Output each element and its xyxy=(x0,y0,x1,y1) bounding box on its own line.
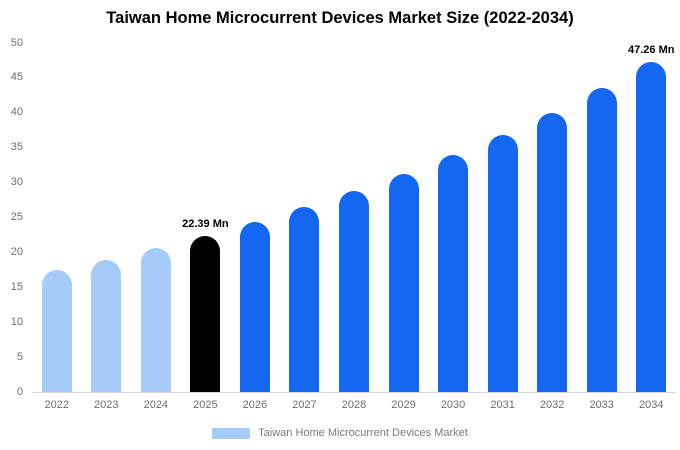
x-tick-label: 2031 xyxy=(490,399,515,411)
bar-2032 xyxy=(537,112,568,392)
bar-2029 xyxy=(388,174,419,392)
x-tick-label: 2025 xyxy=(193,399,218,411)
y-tick-label: 40 xyxy=(10,106,23,119)
bar-2031 xyxy=(487,134,518,392)
bar-2024 xyxy=(140,248,171,392)
x-tick-label: 2032 xyxy=(539,399,565,411)
bar-2033 xyxy=(586,88,617,392)
data-label: 22.39 Mn xyxy=(182,217,229,230)
x-tick-label: 2033 xyxy=(589,399,614,411)
x-tick-label: 2026 xyxy=(242,399,268,411)
plot-area: 22.39 Mn 47.26 Mn xyxy=(32,43,676,393)
bar-2022 xyxy=(41,270,72,392)
y-axis-labels: 0 5 10 15 20 25 30 35 40 45 50 xyxy=(0,37,26,398)
y-tick-label: 45 xyxy=(10,71,23,84)
bar-2027 xyxy=(289,207,320,392)
y-tick-label: 15 xyxy=(10,280,23,293)
x-tick-label: 2022 xyxy=(44,399,69,411)
x-tick-label: 2028 xyxy=(341,399,367,411)
bar-2028 xyxy=(339,191,369,392)
x-tick-label: 2030 xyxy=(440,399,466,411)
x-tick-label: 2023 xyxy=(94,399,119,411)
y-tick-label: 0 xyxy=(16,385,23,398)
data-label: 47.26 Mn xyxy=(627,44,675,57)
y-tick-label: 5 xyxy=(16,350,23,363)
bar-2030 xyxy=(438,155,469,392)
y-tick-label: 50 xyxy=(10,36,23,49)
legend: Taiwan Home Microcurrent Devices Market xyxy=(0,427,680,439)
bar-2023 xyxy=(91,259,122,392)
legend-label: Taiwan Home Microcurrent Devices Market xyxy=(258,427,468,439)
x-axis-labels: 2022 2023 2024 2025 2026 2027 2028 2029 2030 2031… xyxy=(32,399,676,415)
x-tick-label: 2034 xyxy=(638,399,664,411)
y-tick-label: 25 xyxy=(10,211,23,223)
bar-2026 xyxy=(239,222,270,392)
bar-2034 xyxy=(636,62,667,392)
x-tick-label: 2027 xyxy=(292,399,317,411)
x-tick-label: 2024 xyxy=(143,399,169,411)
x-tick-label: 2029 xyxy=(391,399,416,411)
bar-2025 xyxy=(190,235,221,392)
y-tick-label: 10 xyxy=(10,315,23,328)
y-tick-label: 30 xyxy=(10,176,23,189)
chart-title: Taiwan Home Microcurrent Devices Market … xyxy=(106,9,574,27)
y-tick-label: 35 xyxy=(10,141,23,154)
y-tick-label: 20 xyxy=(10,245,23,258)
legend-swatch xyxy=(212,427,251,439)
